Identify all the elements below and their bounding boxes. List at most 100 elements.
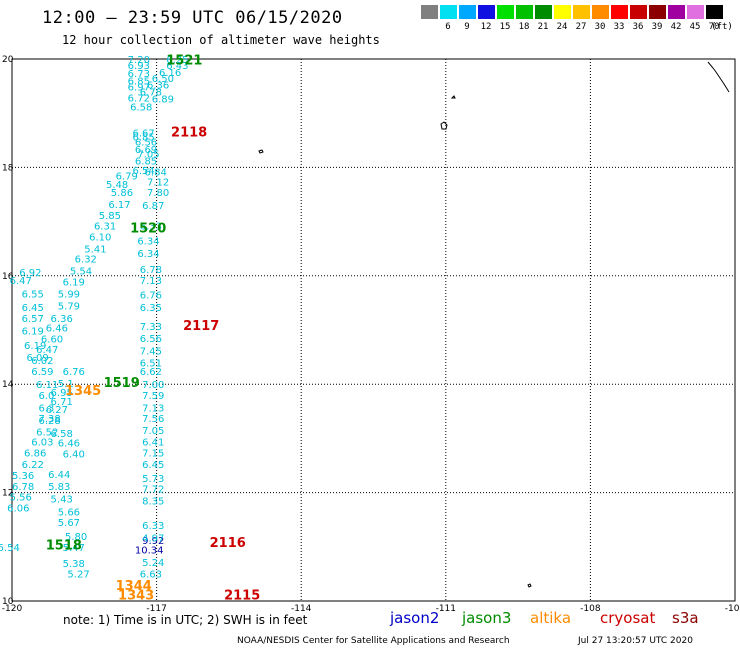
track-label: 1520 xyxy=(130,221,166,236)
wave-height-value: 5.73 xyxy=(142,474,164,485)
wave-height-value: 7.00 xyxy=(142,380,164,391)
wave-height-value: 7.20 xyxy=(128,55,150,66)
wave-height-value: 8.35 xyxy=(142,497,164,508)
wave-height-value: 5.1 xyxy=(58,379,74,390)
scale-swatch xyxy=(611,5,628,19)
wave-height-value: 6.19 xyxy=(63,278,85,289)
lon-tick-label: -105 xyxy=(725,604,740,614)
lon-tick-label: -120 xyxy=(2,604,23,614)
scale-label: 6 xyxy=(445,22,451,32)
wave-height-value: 5.99 xyxy=(58,289,80,300)
wave-height-value: 6.43 xyxy=(166,61,188,72)
wave-height-value: 6.95 xyxy=(51,388,73,399)
wave-height-value: 7.13 xyxy=(142,403,164,414)
coastline xyxy=(258,61,730,588)
wave-height-value: 7.05 xyxy=(137,150,159,161)
scale-swatch xyxy=(497,5,514,19)
wave-height-value: 6.09 xyxy=(26,353,48,364)
wave-height-value: 6.62 xyxy=(140,367,162,378)
wave-height-value: 6.16 xyxy=(159,68,181,79)
lat-tick-label: 14 xyxy=(2,380,14,390)
scale-label: 39 xyxy=(651,22,663,32)
island-4 xyxy=(527,583,532,588)
track-label: 1345 xyxy=(65,384,101,399)
legend-s3a: s3a xyxy=(672,609,699,627)
wave-height-value: 6.54 xyxy=(0,543,20,554)
wave-height-value: 6.85 xyxy=(135,157,157,168)
wave-height-value: 6.69 xyxy=(135,145,157,156)
wave-height-value: 6.54 xyxy=(133,166,155,177)
scale-swatch xyxy=(687,5,704,19)
wave-height-value: 6.32 xyxy=(75,254,97,265)
wave-height-value: 6.71 xyxy=(51,397,73,408)
wave-height-value: 6.46 xyxy=(58,439,80,450)
latitude-ticks: 20 18 16 14 12 10 xyxy=(2,55,14,607)
scale-swatch xyxy=(706,5,723,19)
island-2 xyxy=(440,121,448,130)
wave-height-value: 6.27 xyxy=(46,405,68,416)
map-subtitle: 12 hour collection of altimeter wave hei… xyxy=(62,33,380,47)
wave-height-value: 6.85 xyxy=(133,132,155,143)
generated-date: Jul 27 13:20:57 UTC 2020 xyxy=(578,636,693,646)
scale-label: 45 xyxy=(689,22,701,32)
wave-height-value: 5.27 xyxy=(67,570,89,581)
lat-tick-label: 18 xyxy=(2,163,14,173)
longitude-ticks: -120 -117 -114 -111 -108 -105 xyxy=(2,604,740,614)
wave-height-value: 7.38 xyxy=(39,414,61,425)
track-label: 2117 xyxy=(183,319,219,334)
wave-height-value: 6.19 xyxy=(24,341,46,352)
scale-swatch xyxy=(592,5,609,19)
wave-height-value: 6.33 xyxy=(140,222,162,233)
wave-height-value: 5.54 xyxy=(70,267,92,278)
lat-tick-label: 12 xyxy=(2,489,13,499)
scale-swatch xyxy=(668,5,685,19)
track-label: 1343 xyxy=(118,588,154,603)
wave-height-value: 5.47 xyxy=(63,543,85,554)
scale-label: 9 xyxy=(464,22,470,32)
wave-height-value: 6.11 xyxy=(36,380,58,391)
map-title: 12:00 – 23:59 UTC 06/15/2020 xyxy=(42,8,343,28)
scale-label: 18 xyxy=(518,22,530,32)
wave-height-value: 6.58 xyxy=(51,429,73,440)
wave-height-value: 6.40 xyxy=(63,449,85,460)
scale-swatch xyxy=(649,5,666,19)
scale-swatch xyxy=(630,5,647,19)
wave-height-value: 6.97 xyxy=(128,82,150,93)
wave-height-value: 6.78 xyxy=(140,87,162,98)
lon-tick-label: -111 xyxy=(436,604,456,614)
scale-label: 15 xyxy=(499,22,511,32)
wave-height-value: 6.78 xyxy=(140,265,162,276)
scale-label: 70 xyxy=(708,22,720,32)
island-1 xyxy=(450,95,456,99)
wave-height-value: 5.48 xyxy=(106,180,128,191)
grid-lines xyxy=(12,59,735,601)
wave-height-value: 6.59 xyxy=(31,367,53,378)
wave-height-value: 6.89 xyxy=(152,94,174,105)
wave-height-value: 6.34 xyxy=(137,236,159,247)
wave-height-value: 5.79 xyxy=(58,301,80,312)
scale-swatch xyxy=(459,5,476,19)
wave-height-value: 6.34 xyxy=(137,249,159,260)
wave-height-value: 6.44 xyxy=(48,470,70,481)
wave-height-value: 6.35 xyxy=(140,303,162,314)
legend-altika: altika xyxy=(530,609,572,627)
wave-height-value: 6.45 xyxy=(22,303,44,314)
wave-height-value: 5.41 xyxy=(84,244,106,255)
wave-height-value: 6.86 xyxy=(24,448,46,459)
wave-height-value: 6.3 xyxy=(39,403,55,414)
scale-label: 24 xyxy=(556,22,568,32)
wave-height-value: 6.36 xyxy=(147,80,169,91)
wave-height-value: 6.58 xyxy=(130,102,152,113)
scale-swatch xyxy=(421,5,438,19)
lat-tick-label: 10 xyxy=(2,597,14,607)
map-frame xyxy=(11,58,736,602)
wave-height-value: 6.56 xyxy=(135,138,157,149)
scale-swatch xyxy=(554,5,571,19)
scale-label: 30 xyxy=(594,22,606,32)
track-label: 1519 xyxy=(104,376,140,391)
scale-label: 33 xyxy=(613,22,625,32)
wave-height-value: 5.83 xyxy=(48,482,70,493)
wave-height-value: 6.93 xyxy=(128,61,150,72)
island-3 xyxy=(258,149,264,154)
